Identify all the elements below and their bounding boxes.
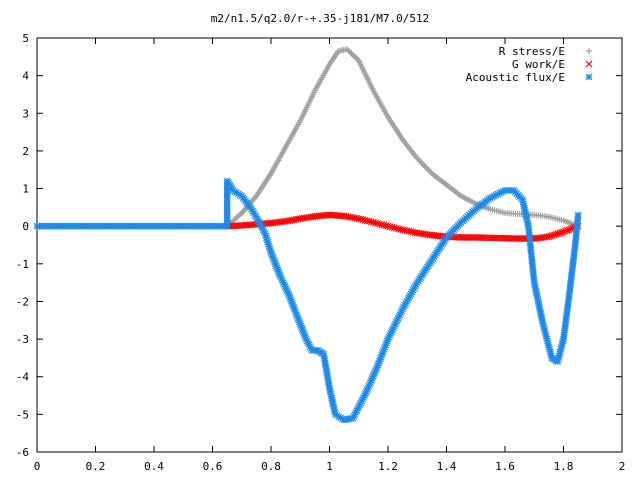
- x-tick-label: 0.6: [203, 460, 223, 473]
- data-point: [345, 47, 352, 54]
- y-tick-label: -3: [16, 333, 29, 346]
- legend-label: R stress/E: [499, 45, 565, 58]
- y-tick-label: -6: [16, 446, 29, 459]
- series-acoustic-flux-e: [33, 177, 582, 424]
- data-point: [558, 229, 566, 236]
- data-point: [367, 218, 375, 226]
- data-point: [556, 229, 564, 237]
- data-series-layer: [33, 46, 582, 424]
- data-point: [550, 231, 558, 239]
- data-point: [380, 221, 388, 229]
- y-tick-label: 0: [22, 220, 29, 233]
- y-tick-label: 3: [22, 107, 29, 120]
- data-point: [561, 227, 569, 235]
- legend-marker: [585, 73, 593, 81]
- data-point: [352, 54, 359, 61]
- data-point: [357, 215, 365, 223]
- data-point: [372, 219, 379, 227]
- legend-label: G work/E: [512, 58, 565, 71]
- x-tick-label: 0: [34, 460, 41, 473]
- y-tick-label: -4: [16, 371, 30, 384]
- data-point: [547, 232, 555, 240]
- x-tick-label: 1: [326, 460, 333, 473]
- x-tick-label: 0.2: [86, 460, 106, 473]
- data-point: [361, 216, 369, 224]
- data-point: [376, 220, 384, 228]
- data-point: [365, 217, 373, 225]
- chart-title: m2/n1.5/q2.0/r-+.35-j181/M7.0/512: [211, 12, 430, 25]
- data-point: [390, 224, 398, 232]
- data-point: [545, 233, 553, 241]
- y-tick-label: -5: [16, 408, 29, 421]
- y-tick-label: 5: [22, 32, 29, 45]
- legend-label: Acoustic flux/E: [466, 71, 565, 84]
- x-tick-label: 0.4: [144, 460, 164, 473]
- y-tick-label: 1: [22, 183, 29, 196]
- data-point: [378, 221, 386, 228]
- data-point: [560, 228, 567, 236]
- data-point: [565, 226, 573, 234]
- y-tick-label: 4: [22, 70, 29, 83]
- data-point: [374, 220, 381, 227]
- y-tick-label: -2: [16, 295, 29, 308]
- axes: 0 0.2 0.4 0.6 0.8 1 1.2 1.4 1.6 1.8 2 -6 -5 -4 -3 -2 -1 0…: [16, 32, 626, 473]
- data-point: [351, 53, 358, 60]
- data-point: [384, 222, 392, 230]
- data-point: [563, 226, 571, 234]
- legend-marker: [586, 48, 592, 54]
- y-tick-label: -1: [16, 258, 29, 271]
- data-point: [386, 223, 394, 231]
- data-point: [369, 218, 377, 226]
- data-point: [388, 223, 396, 231]
- data-point: [349, 51, 356, 58]
- x-tick-label: 1.8: [554, 460, 574, 473]
- data-point: [359, 216, 367, 224]
- x-tick-label: 1.4: [437, 460, 457, 473]
- data-point: [567, 225, 575, 233]
- data-point: [552, 230, 560, 238]
- data-point: [549, 232, 556, 239]
- x-tick-label: 1.6: [495, 460, 515, 473]
- data-point: [382, 222, 390, 230]
- x-tick-label: 2: [619, 460, 626, 473]
- x-tick-label: 1.2: [378, 460, 398, 473]
- data-point: [392, 224, 400, 232]
- data-point: [363, 217, 371, 225]
- data-point: [395, 225, 402, 233]
- data-point: [554, 230, 562, 238]
- series-r-stress-e: [224, 46, 582, 230]
- y-tick-label: 2: [22, 145, 29, 158]
- x-tick-label: 0.8: [261, 460, 281, 473]
- data-point: [348, 50, 355, 57]
- data-point: [355, 215, 363, 223]
- legend-marker: [585, 60, 593, 68]
- data-point: [574, 211, 582, 219]
